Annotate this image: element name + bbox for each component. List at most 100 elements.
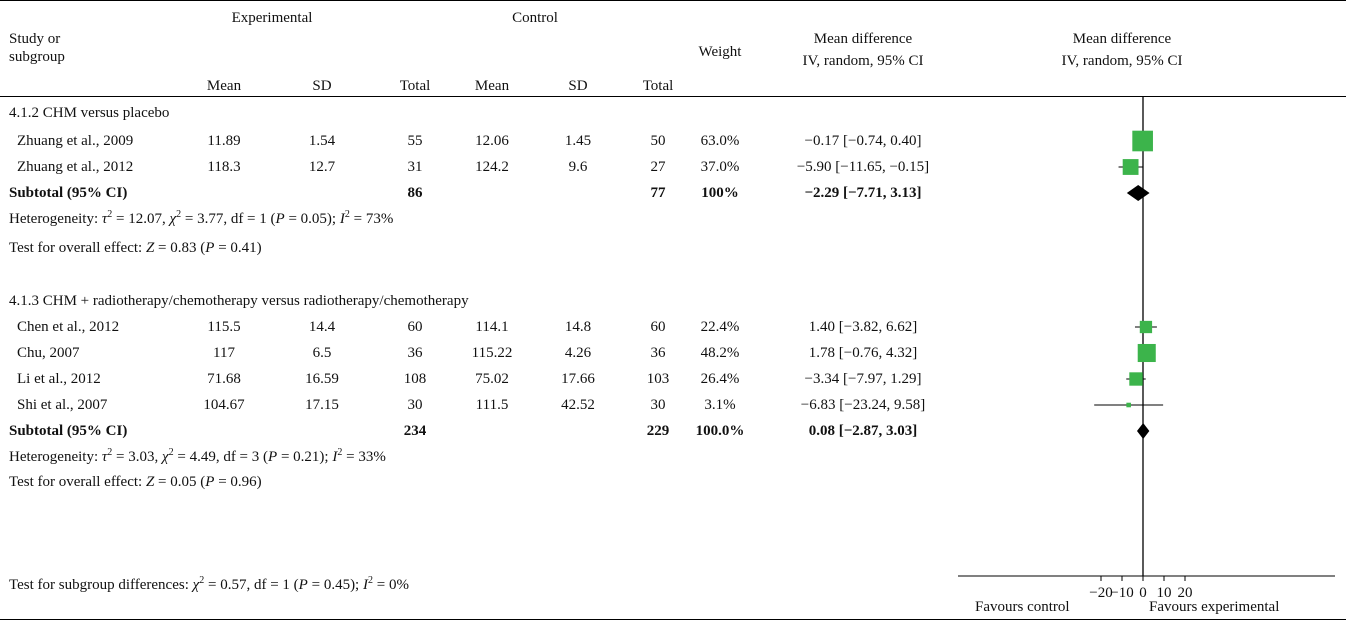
subgroup-differences-text: Test for subgroup differences: χ2 = 0.57… bbox=[9, 575, 409, 594]
overall-effect-text: Test for overall effect: Z = 0.83 (P = 0… bbox=[9, 240, 262, 256]
chi2-value: 0.57 bbox=[220, 577, 247, 593]
top-rule bbox=[0, 0, 1346, 1]
ctl-total: 77 bbox=[650, 185, 666, 201]
ctl-sd: 17.66 bbox=[561, 371, 595, 387]
ctl-mean: 75.02 bbox=[475, 371, 509, 387]
x-tick-label: −10 bbox=[1110, 585, 1133, 601]
ci-text: 1.78 [−0.76, 4.32] bbox=[808, 345, 918, 361]
subtotal-diamond bbox=[1136, 423, 1150, 439]
ctl-sd: 14.8 bbox=[564, 319, 592, 335]
exp-total: 60 bbox=[407, 319, 423, 335]
chi2-value: 3.77 bbox=[197, 211, 224, 227]
ctl-mean: 115.22 bbox=[471, 345, 513, 361]
exp-mean: 117 bbox=[213, 345, 235, 361]
i2-value: 33% bbox=[358, 449, 386, 465]
study-marker bbox=[1122, 159, 1139, 175]
favours-experimental-label: Favours experimental bbox=[1149, 599, 1280, 615]
study-name: Zhuang et al., 2012 bbox=[17, 159, 134, 175]
subtotal-diamond bbox=[1126, 185, 1150, 201]
exp-total: 30 bbox=[407, 397, 423, 413]
header-exp-mean: Mean bbox=[206, 78, 242, 94]
study-name: Chen et al., 2012 bbox=[17, 319, 120, 335]
i2-value: 73% bbox=[365, 211, 394, 227]
study-name: Chu, 2007 bbox=[17, 345, 80, 361]
x-tick-label: −20 bbox=[1089, 585, 1112, 601]
header-study-line2: subgroup bbox=[9, 49, 65, 65]
x-tick-label: 20 bbox=[1178, 585, 1193, 601]
exp-total: 108 bbox=[403, 371, 427, 387]
header-exp-total: Total bbox=[399, 78, 431, 94]
header-ctl-sd: SD bbox=[568, 78, 588, 94]
header-md-line1: Mean difference bbox=[813, 31, 913, 47]
ctl-total: 27 bbox=[650, 159, 666, 175]
ctl-total: 103 bbox=[646, 371, 670, 387]
weight: 26.4% bbox=[700, 371, 740, 387]
weight: 48.2% bbox=[700, 345, 740, 361]
df-value: 3 bbox=[251, 449, 260, 465]
p-value: 0.45 bbox=[323, 577, 351, 593]
subtotal-label: Subtotal (95% CI) bbox=[9, 185, 128, 201]
exp-total: 36 bbox=[407, 345, 423, 361]
x-tick-label: 0 bbox=[1139, 585, 1147, 601]
study-marker bbox=[1137, 343, 1156, 363]
study-marker bbox=[1132, 130, 1153, 152]
header-study-line1: Study or bbox=[9, 31, 61, 47]
subtotal-label: Subtotal (95% CI) bbox=[9, 423, 128, 439]
ctl-total: 50 bbox=[650, 133, 666, 149]
header-control: Control bbox=[512, 10, 558, 26]
weight: 63.0% bbox=[700, 133, 740, 149]
header-rule bbox=[0, 96, 1346, 97]
ci-text: 0.08 [−2.87, 3.03] bbox=[808, 423, 918, 439]
heterogeneity-text: Heterogeneity: τ2 = 12.07, χ2 = 3.77, df… bbox=[9, 209, 394, 228]
subgroup-title: 4.1.2 CHM versus placebo bbox=[9, 105, 170, 121]
ctl-sd: 42.52 bbox=[561, 397, 595, 413]
p-value: 0.05 bbox=[300, 211, 327, 227]
study-name: Shi et al., 2007 bbox=[17, 397, 108, 413]
weight: 100% bbox=[701, 185, 739, 201]
exp-sd: 6.5 bbox=[312, 345, 332, 361]
exp-mean: 118.3 bbox=[207, 159, 241, 175]
exp-mean: 104.67 bbox=[203, 397, 245, 413]
exp-total: 86 bbox=[407, 185, 423, 201]
ctl-mean: 111.5 bbox=[475, 397, 509, 413]
ci-text: −0.17 [−0.74, 0.40] bbox=[804, 133, 922, 149]
exp-mean: 115.5 bbox=[207, 319, 241, 335]
ctl-sd: 1.45 bbox=[564, 133, 592, 149]
header-plot-line1: Mean difference bbox=[1072, 31, 1172, 47]
study-name: Zhuang et al., 2009 bbox=[17, 133, 134, 149]
header-experimental: Experimental bbox=[231, 10, 313, 26]
exp-mean: 11.89 bbox=[207, 133, 241, 149]
exp-sd: 1.54 bbox=[308, 133, 336, 149]
ci-text: −2.29 [−7.71, 3.13] bbox=[804, 185, 922, 201]
ctl-sd: 9.6 bbox=[568, 159, 588, 175]
exp-mean: 71.68 bbox=[207, 371, 241, 387]
exp-total: 234 bbox=[403, 423, 427, 439]
subgroup-title: 4.1.3 CHM + radiotherapy/chemotherapy ve… bbox=[9, 293, 469, 309]
ctl-total: 30 bbox=[650, 397, 666, 413]
ci-text: −3.34 [−7.97, 1.29] bbox=[804, 371, 922, 387]
ctl-mean: 114.1 bbox=[475, 319, 509, 335]
ci-text: −6.83 [−23.24, 9.58] bbox=[800, 397, 926, 413]
p-value: 0.21 bbox=[293, 449, 320, 465]
header-weight: Weight bbox=[698, 44, 742, 60]
exp-total: 55 bbox=[407, 133, 423, 149]
weight: 37.0% bbox=[700, 159, 740, 175]
i2-value: 0% bbox=[388, 577, 409, 593]
exp-sd: 16.59 bbox=[305, 371, 339, 387]
header-ctl-mean: Mean bbox=[474, 78, 510, 94]
study-name: Li et al., 2012 bbox=[17, 371, 101, 387]
heterogeneity-text: Heterogeneity: τ2 = 3.03, χ2 = 4.49, df … bbox=[9, 447, 386, 466]
x-tick-label: 10 bbox=[1157, 585, 1172, 601]
chi2-value: 4.49 bbox=[189, 449, 216, 465]
ctl-sd: 4.26 bbox=[564, 345, 592, 361]
header-ctl-total: Total bbox=[642, 78, 674, 94]
weight: 3.1% bbox=[704, 397, 736, 413]
ctl-total: 229 bbox=[646, 423, 670, 439]
ctl-total: 36 bbox=[650, 345, 666, 361]
ctl-total: 60 bbox=[650, 319, 666, 335]
weight: 22.4% bbox=[700, 319, 740, 335]
study-marker bbox=[1129, 372, 1143, 386]
header-plot-line2: IV, random, 95% CI bbox=[1061, 53, 1183, 69]
study-marker bbox=[1126, 402, 1131, 408]
